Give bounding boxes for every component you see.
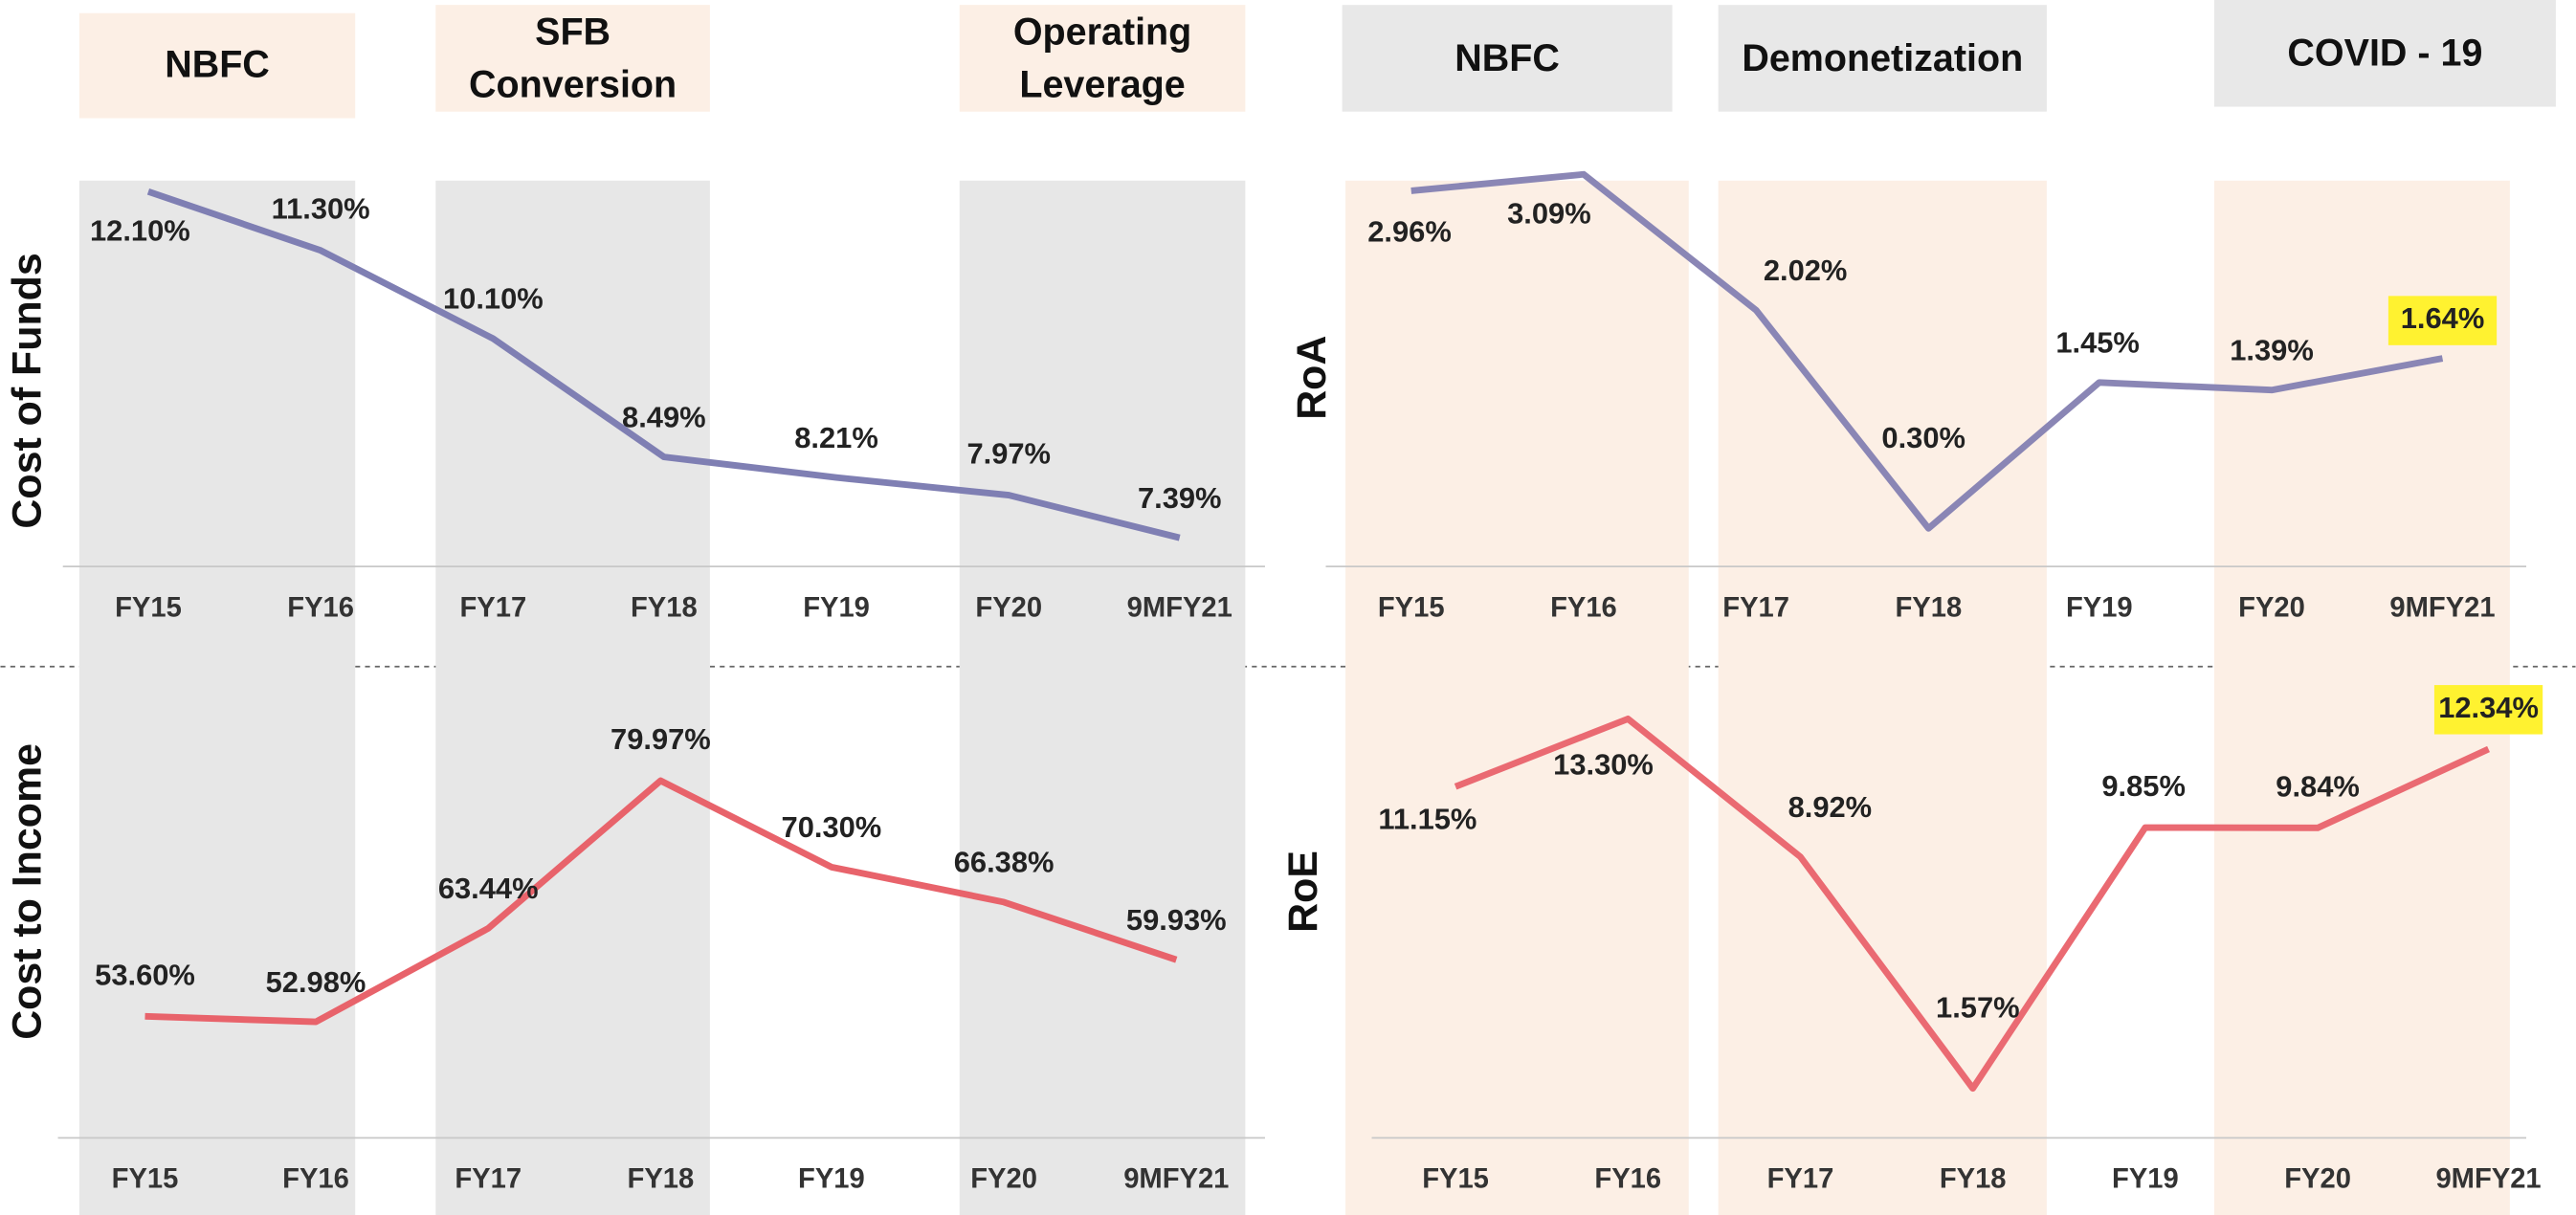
value-label: 1.57% xyxy=(1936,990,2020,1024)
x-tick-label: FY19 xyxy=(2066,592,2133,623)
header-box xyxy=(435,5,710,112)
value-label: 12.10% xyxy=(90,213,190,247)
x-tick-label: FY19 xyxy=(2112,1164,2179,1195)
x-tick-label: FY17 xyxy=(1767,1164,1834,1195)
y-axis-label: Cost of Funds xyxy=(5,253,51,528)
header-box xyxy=(2213,0,2556,107)
line xyxy=(1454,715,2490,1093)
x-tick-label: FY20 xyxy=(975,592,1042,623)
value-label: 66.38% xyxy=(954,846,1055,879)
value-label: 9.84% xyxy=(2276,769,2360,803)
x-tick-label: FY17 xyxy=(455,1164,522,1195)
backgrounds xyxy=(78,0,2556,1215)
band xyxy=(435,180,710,1215)
value-label: 59.93% xyxy=(1126,903,1227,937)
x-tick-label: FY20 xyxy=(2238,592,2305,623)
value-label: 0.30% xyxy=(1881,421,1965,454)
header: NBFC xyxy=(1455,35,1560,79)
band xyxy=(1718,180,2047,1215)
x-tick-label: 9MFY21 xyxy=(1127,592,1232,623)
value-label: 13.30% xyxy=(1553,747,1654,781)
header-label: NBFC xyxy=(165,43,270,87)
value-label: 1.45% xyxy=(2055,325,2140,359)
value-label: 3.09% xyxy=(1507,196,1591,230)
x-tick-label: FY18 xyxy=(631,592,698,623)
x-tick-label: FY17 xyxy=(1722,592,1789,623)
x-tick-label: 9MFY21 xyxy=(2435,1164,2541,1195)
header-label: Demonetization xyxy=(1742,35,2024,79)
x-tick-label: FY19 xyxy=(803,592,870,623)
value-label: 1.64% xyxy=(2401,301,2485,335)
header-box xyxy=(1718,5,2047,112)
value-label: 1.39% xyxy=(2230,333,2314,366)
y-axis-label: RoA xyxy=(1289,336,1335,420)
value-label: 8.92% xyxy=(1788,790,1873,824)
x-tick-label: 9MFY21 xyxy=(1123,1164,1229,1195)
line xyxy=(1410,170,2444,532)
header: Demonetization xyxy=(1742,35,2024,79)
x-tick-label: FY20 xyxy=(970,1164,1037,1195)
x-tick-label: FY15 xyxy=(1422,1164,1489,1195)
value-label: 9.85% xyxy=(2101,769,2186,803)
line xyxy=(146,188,1181,541)
header-label: COVID - 19 xyxy=(2287,31,2483,75)
value-label: 79.97% xyxy=(611,722,711,756)
x-tick-label: FY16 xyxy=(1594,1164,1661,1195)
header-box xyxy=(959,5,1246,112)
y-axis-label: Cost to Income xyxy=(5,743,51,1040)
line xyxy=(144,777,1178,1026)
y-axis-label: RoE xyxy=(1280,850,1326,933)
band xyxy=(1345,180,1689,1215)
x-tick-label: FY17 xyxy=(460,592,527,623)
header: NBFC xyxy=(165,43,270,87)
band xyxy=(78,180,356,1215)
value-label: 8.49% xyxy=(622,400,706,433)
value-label: 70.30% xyxy=(782,810,882,844)
x-tick-label: 9MFY21 xyxy=(2389,592,2495,623)
value-label: 63.44% xyxy=(438,872,539,905)
value-label: 12.34% xyxy=(2438,691,2539,724)
value-label: 2.02% xyxy=(1764,254,1848,287)
header-label: Operating Leverage xyxy=(1012,11,1192,104)
highlight xyxy=(2387,296,2498,345)
header: SFB Conversion xyxy=(469,11,677,104)
value-label: 53.60% xyxy=(95,958,195,991)
foreground: NBFC SFB Conversion Operating Leverage Cost… xyxy=(5,11,2543,1195)
header: Operating Leverage xyxy=(1012,11,1192,104)
x-tick-label: FY15 xyxy=(112,1164,179,1195)
value-label: 52.98% xyxy=(266,965,366,999)
header-label: SFB Conversion xyxy=(469,11,677,104)
header-box xyxy=(1342,5,1673,112)
header-box xyxy=(78,12,356,119)
header-label: NBFC xyxy=(1455,35,1560,79)
value-label: 11.30% xyxy=(272,192,370,226)
band xyxy=(959,180,1246,1215)
x-tick-label: FY15 xyxy=(115,592,182,623)
x-tick-label: FY18 xyxy=(1895,592,1962,623)
x-tick-label: FY20 xyxy=(2284,1164,2351,1195)
x-tick-label: FY15 xyxy=(1378,592,1445,623)
x-tick-label: FY16 xyxy=(282,1164,349,1195)
x-tick-label: FY16 xyxy=(287,592,354,623)
value-label: 7.97% xyxy=(966,437,1051,471)
highlight xyxy=(2433,685,2543,735)
x-tick-label: FY19 xyxy=(798,1164,865,1195)
x-tick-label: FY16 xyxy=(1550,592,1617,623)
value-label: 2.96% xyxy=(1367,214,1452,248)
value-label: 8.21% xyxy=(794,421,878,454)
x-tick-label: FY18 xyxy=(1940,1164,2007,1195)
value-label: 7.39% xyxy=(1138,481,1222,515)
header: COVID - 19 xyxy=(2287,31,2483,75)
value-label: 11.15% xyxy=(1378,802,1477,835)
value-label: 10.10% xyxy=(443,282,544,316)
x-tick-label: FY18 xyxy=(628,1164,695,1195)
